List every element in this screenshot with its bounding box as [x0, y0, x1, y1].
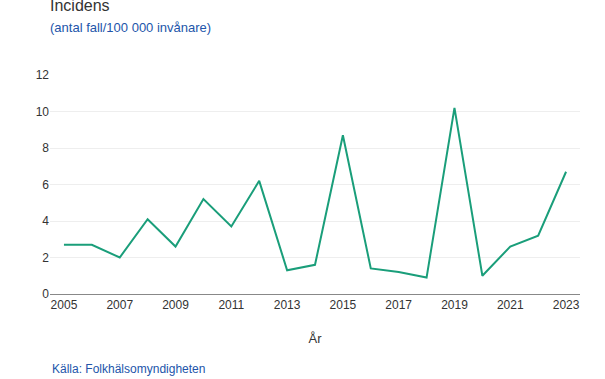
- svg-text:6: 6: [42, 178, 49, 192]
- svg-text:2011: 2011: [218, 298, 244, 312]
- svg-text:2019: 2019: [441, 298, 468, 312]
- svg-text:12: 12: [36, 68, 50, 82]
- svg-text:8: 8: [42, 141, 49, 155]
- svg-text:0: 0: [42, 287, 49, 301]
- svg-text:2021: 2021: [497, 298, 524, 312]
- svg-text:2013: 2013: [274, 298, 301, 312]
- svg-text:2005: 2005: [51, 298, 78, 312]
- svg-text:2015: 2015: [330, 298, 357, 312]
- svg-text:2023: 2023: [553, 298, 580, 312]
- svg-text:Källa: Folkhälsomyndigheten: Källa: Folkhälsomyndigheten: [52, 362, 205, 376]
- svg-text:Incidens(antal fall/100 000 in: Incidens(antal fall/100 000 invånare): [50, 0, 211, 35]
- svg-text:2: 2: [42, 251, 49, 265]
- svg-text:4: 4: [42, 214, 49, 228]
- svg-text:År: År: [309, 331, 323, 346]
- svg-text:2007: 2007: [106, 298, 133, 312]
- svg-text:2017: 2017: [385, 298, 412, 312]
- svg-text:2009: 2009: [162, 298, 189, 312]
- svg-text:10: 10: [36, 105, 50, 119]
